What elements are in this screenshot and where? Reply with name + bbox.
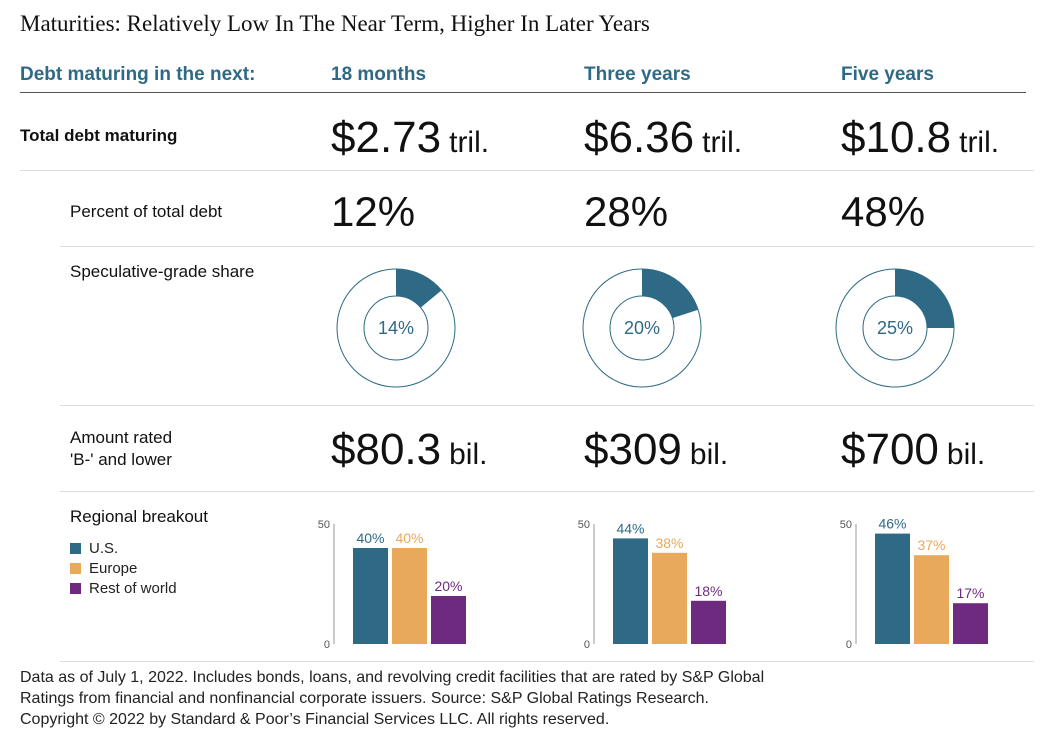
- footnote-line-1: Data as of July 1, 2022. Includes bonds,…: [20, 669, 765, 686]
- header-col-18-months: 18 months: [331, 64, 427, 85]
- y-tick-label-max-3y: 50: [578, 519, 590, 531]
- legend-item-rest-of-world: Rest of world: [70, 578, 177, 598]
- regional-label: Regional breakout: [70, 507, 208, 526]
- legend-item-europe: Europe: [70, 558, 177, 578]
- donut-hole-5y: [862, 295, 928, 361]
- total-debt-label: Total debt maturing: [20, 126, 178, 145]
- bar-label-europe-18m: 40%: [395, 530, 423, 546]
- legend-swatch-europe: [70, 562, 81, 574]
- donut-slice-speculative-5y: [895, 269, 954, 328]
- bar-rest-of-world-5y: [953, 603, 988, 644]
- bar-label-us-18m: 40%: [356, 530, 384, 546]
- bar-label-rest-of-world-18m: 20%: [434, 578, 462, 594]
- total-debt-3y-value: $6.36: [584, 113, 695, 162]
- bar-rest-of-world-3y: [691, 600, 726, 644]
- bar-chart-3y-svg: 50 0 44% 38% 18%: [578, 519, 726, 651]
- bar-europe-5y: [914, 555, 949, 644]
- bminus-18m-unit: bil.: [449, 438, 488, 471]
- row-divider: [60, 661, 1034, 662]
- bar-chart-5y: 50 0 46% 37% 17%: [836, 514, 1016, 654]
- bminus-3y-unit: bil.: [689, 438, 729, 471]
- bar-us-3y: [613, 538, 648, 644]
- donut-hole-18m: [363, 295, 429, 361]
- percent-3y: 28%: [584, 188, 669, 235]
- donut-slice-speculative-3y: [642, 269, 699, 319]
- row-divider: [60, 246, 1034, 247]
- y-tick-label-min-18m: 0: [324, 639, 330, 651]
- total-debt-18m-unit: tril.: [449, 126, 490, 159]
- row-divider: [20, 170, 1034, 171]
- donut-18m-svg: [336, 268, 456, 388]
- chart-title: Maturities: Relatively Low In The Near T…: [20, 11, 650, 36]
- bar-chart-18m-svg: 50 0 40% 40% 20%: [318, 519, 466, 651]
- bminus-18m: $80.3 bil.: [331, 428, 487, 472]
- y-tick-label-min-3y: 0: [584, 639, 590, 651]
- bar-us-5y: [875, 533, 910, 644]
- header-col-three-years: Three years: [584, 64, 691, 85]
- row-divider: [60, 491, 1034, 492]
- spec-grade-label: Speculative-grade share: [70, 262, 255, 281]
- bminus-label: Amount rated 'B-' and lower: [70, 427, 172, 471]
- donut-3y-label: 20%: [623, 317, 661, 338]
- percent-total-label: Percent of total debt: [70, 202, 223, 221]
- bminus-5y-unit: bil.: [946, 438, 986, 471]
- total-debt-5y: $10.8 tril.: [841, 116, 999, 160]
- bminus-3y-value: $309: [584, 425, 682, 474]
- legend-swatch-us: [70, 542, 81, 554]
- donut-5y: 25%: [833, 266, 957, 390]
- header-rule: [20, 92, 1026, 93]
- donut-5y-label: 25%: [876, 317, 914, 338]
- bar-label-us-3y: 44%: [616, 520, 644, 536]
- bminus-label-line1: Amount rated: [70, 428, 173, 447]
- legend-label-rest-of-world: Rest of world: [89, 579, 177, 597]
- legend-swatch-rest-of-world: [70, 582, 81, 594]
- bar-label-europe-5y: 37%: [917, 537, 945, 553]
- header-col-five-years: Five years: [841, 64, 934, 85]
- donut-5y-svg: [835, 268, 955, 388]
- bminus-3y: $309 bil.: [584, 428, 728, 472]
- header-row-label: Debt maturing in the next:: [20, 64, 256, 85]
- bminus-5y-value: $700: [841, 425, 939, 474]
- bar-rest-of-world-18m: [431, 596, 466, 644]
- bminus-5y: $700 bil.: [841, 428, 985, 472]
- legend-label-us: U.S.: [89, 539, 119, 557]
- bar-europe-18m: [392, 548, 427, 644]
- total-debt-3y: $6.36 tril.: [584, 116, 742, 160]
- bar-europe-3y: [652, 552, 687, 644]
- donut-3y-svg: [582, 268, 702, 388]
- bar-chart-5y-svg: 50 0 46% 37% 17%: [840, 516, 988, 651]
- legend-label-europe: Europe: [89, 559, 138, 577]
- percent-5y: 48%: [841, 188, 926, 235]
- total-debt-5y-unit: tril.: [959, 126, 1000, 159]
- footnote-line-3: Copyright © 2022 by Standard & Poor’s Fi…: [20, 711, 610, 728]
- y-tick-label-max-18m: 50: [318, 519, 330, 531]
- bar-label-europe-3y: 38%: [655, 535, 683, 551]
- total-debt-5y-value: $10.8: [841, 113, 952, 162]
- bar-chart-18m: 50 0 40% 40% 20%: [314, 514, 494, 654]
- bminus-18m-value: $80.3: [331, 425, 442, 474]
- bar-us-18m: [353, 548, 388, 644]
- bar-label-rest-of-world-3y: 18%: [694, 583, 722, 599]
- bar-chart-3y: 50 0 44% 38% 18%: [574, 514, 754, 654]
- donut-18m: 14%: [334, 266, 458, 390]
- footnote-line-2: Ratings from financial and nonfinancial …: [20, 690, 709, 707]
- footnote: Data as of July 1, 2022. Includes bonds,…: [20, 667, 1040, 730]
- bminus-label-line2: 'B-' and lower: [70, 450, 172, 469]
- total-debt-18m: $2.73 tril.: [331, 116, 489, 160]
- bar-label-rest-of-world-5y: 17%: [956, 585, 984, 601]
- total-debt-3y-unit: tril.: [702, 126, 743, 159]
- percent-18m: 12%: [331, 188, 416, 235]
- y-tick-label-max-5y: 50: [840, 519, 852, 531]
- legend: U.S. Europe Rest of world: [70, 538, 177, 598]
- y-tick-label-min-5y: 0: [846, 639, 852, 651]
- bar-label-us-5y: 46%: [878, 516, 906, 532]
- legend-item-us: U.S.: [70, 538, 177, 558]
- total-debt-18m-value: $2.73: [331, 113, 442, 162]
- donut-3y: 20%: [580, 266, 704, 390]
- row-divider: [60, 405, 1034, 406]
- donut-hole-3y: [609, 295, 675, 361]
- donut-18m-label: 14%: [377, 317, 415, 338]
